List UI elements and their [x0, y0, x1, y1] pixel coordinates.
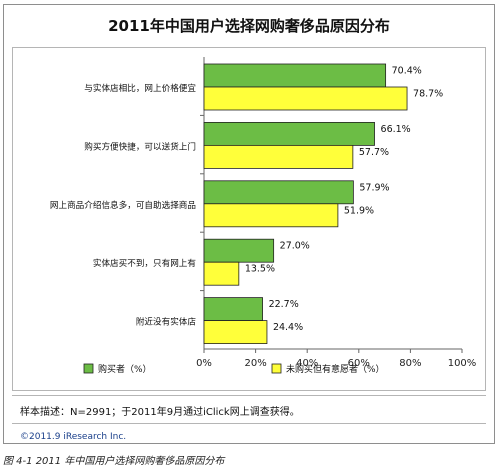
plot-area-box — [12, 47, 486, 391]
x-tick-label: 100% — [448, 358, 477, 369]
bar-value-label: 51.9% — [344, 205, 374, 216]
bar-value-label: 22.7% — [269, 299, 299, 310]
bar-intending — [203, 320, 268, 345]
category-label: 购买方便快捷，可以送货上门 — [84, 140, 196, 152]
category-label: 实体店买不到，只有网上有 — [93, 257, 197, 269]
bar-value-label: 70.4% — [392, 66, 422, 77]
x-tick-label: 40% — [296, 358, 318, 369]
bar-value-label: 24.4% — [273, 322, 303, 333]
bar-intending — [203, 86, 408, 111]
bar-buyers — [203, 63, 387, 88]
figure-caption: 图 4-1 2011 年中国用户选择网购奢侈品原因分布 — [3, 456, 225, 467]
bar-buyers — [203, 297, 263, 322]
x-tick-label: 0% — [196, 358, 212, 369]
legend-swatch — [271, 363, 282, 374]
sample-note: 样本描述：N=2991；于2011年9月通过iClick网上调查获得。 — [20, 407, 300, 418]
bar-intending — [203, 261, 240, 286]
x-tick-label: 20% — [244, 358, 266, 369]
divider-bottom — [12, 423, 486, 424]
bar-value-label: 57.7% — [359, 147, 389, 158]
x-tick-label: 80% — [399, 358, 421, 369]
bar-value-label: 13.5% — [245, 264, 275, 275]
chart-frame: 2011年中国用户选择网购奢侈品原因分布 0% 20% 40% 60% 80% 100% 与… — [3, 4, 495, 444]
bar-intending — [203, 203, 339, 228]
divider-top — [12, 395, 486, 396]
copyright-text: ©2011.9 iResearch Inc. — [20, 432, 127, 442]
category-label: 网上商品介绍信息多，可自助选择商品 — [50, 199, 196, 211]
bar-value-label: 57.9% — [359, 182, 389, 193]
category-label: 附近没有实体店 — [136, 316, 197, 328]
legend-label: 未购买但有意愿者（%） — [286, 363, 385, 375]
bar-value-label: 66.1% — [381, 124, 411, 135]
bar-value-label: 78.7% — [413, 89, 443, 100]
bar-intending — [203, 144, 354, 169]
category-label: 与实体店相比，网上价格便宜 — [84, 82, 196, 94]
bar-buyers — [203, 238, 275, 263]
legend-swatch — [83, 363, 94, 374]
chart-title: 2011年中国用户选择网购奢侈品原因分布 — [108, 17, 390, 35]
bar-chart: 0% 20% 40% 60% 80% 100% 与实体店相比，网上价格便宜 70.4% 78.7… — [50, 57, 477, 375]
x-tick-label: 60% — [348, 358, 370, 369]
bar-value-label: 27.0% — [280, 241, 310, 252]
bar-buyers — [203, 180, 354, 205]
bar-buyers — [203, 122, 375, 146]
legend-label: 购买者（%） — [98, 363, 152, 375]
